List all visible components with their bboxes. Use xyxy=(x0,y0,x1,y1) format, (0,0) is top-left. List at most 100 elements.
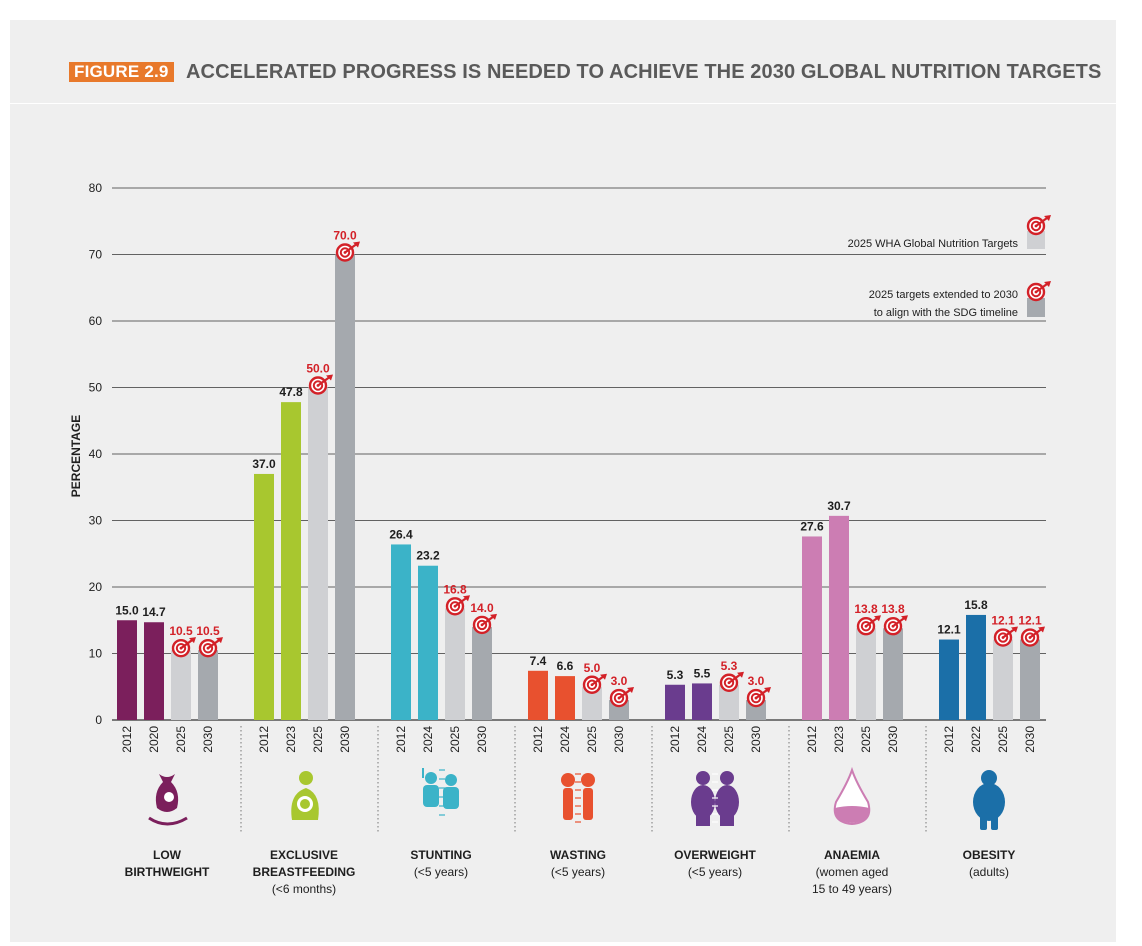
y-tick-label: 70 xyxy=(89,248,103,262)
bar-blood-drop-2023 xyxy=(829,515,849,720)
bar-obese-adult-2030 xyxy=(1020,639,1040,720)
target-icon xyxy=(609,687,634,708)
stunting-children-icon xyxy=(422,768,459,816)
category-label: BREASTFEEDING xyxy=(253,865,356,879)
category-label: LOW xyxy=(153,848,182,862)
bar-mother-hand-2012 xyxy=(117,620,137,720)
x-tick-label: 2012 xyxy=(668,726,682,753)
bar-breastfeeding-2025 xyxy=(308,387,328,720)
bar-blood-drop-2025 xyxy=(856,628,876,720)
data-label: 6.6 xyxy=(557,659,574,673)
bar-blood-drop-2030 xyxy=(883,628,903,720)
target-icon xyxy=(445,595,470,616)
legend-swatch-2030 xyxy=(1027,298,1045,317)
x-tick-label: 2012 xyxy=(120,726,134,753)
data-label: 27.6 xyxy=(800,519,824,533)
x-tick-label: 2012 xyxy=(394,726,408,753)
figure-header: FIGURE 2.9 ACCELERATED PROGRESS IS NEEDE… xyxy=(10,20,1116,104)
x-tick-label: 2012 xyxy=(942,726,956,753)
category-label: OVERWEIGHT xyxy=(674,848,756,862)
bar-overweight-children-2024 xyxy=(692,683,712,720)
value-labels: 2012 15.0 2020 14.7 2025 10.5 2030 10.5 2012 37.0… xyxy=(115,229,1045,753)
bar-blood-drop-2012 xyxy=(802,536,822,720)
target-icon xyxy=(883,615,908,636)
target-label: 13.8 xyxy=(854,602,878,616)
bar-wasting-children-2024 xyxy=(555,676,575,720)
category-label: BIRTHWEIGHT xyxy=(125,865,210,879)
bar-mother-hand-2025 xyxy=(171,650,191,720)
target-label: 5.0 xyxy=(584,661,601,675)
data-label: 14.7 xyxy=(142,605,166,619)
category-label: OBESITY xyxy=(963,848,1016,862)
legend-target-icon xyxy=(1026,281,1051,302)
target-label: 70.0 xyxy=(333,229,357,243)
x-tick-label: 2030 xyxy=(886,726,900,753)
category-label: STUNTING xyxy=(410,848,471,862)
x-tick-label: 2024 xyxy=(558,726,572,753)
target-icon xyxy=(308,374,333,395)
legend: 2025 WHA Global Nutrition Targets 2025 t… xyxy=(848,215,1051,319)
x-tick-label: 2024 xyxy=(695,726,709,753)
x-tick-label: 2025 xyxy=(174,726,188,753)
bar-stunting-children-2025 xyxy=(445,608,465,720)
target-label: 3.0 xyxy=(748,674,765,688)
x-tick-label: 2023 xyxy=(284,726,298,753)
data-label: 12.1 xyxy=(937,623,961,637)
x-tick-label: 2025 xyxy=(585,726,599,753)
bar-breastfeeding-2023 xyxy=(281,402,301,720)
y-tick-label: 30 xyxy=(89,514,103,528)
data-label: 30.7 xyxy=(827,499,851,513)
bar-breastfeeding-2030 xyxy=(335,254,355,720)
bars xyxy=(117,254,1040,720)
target-label: 50.0 xyxy=(306,362,330,376)
overweight-children-icon xyxy=(691,771,739,826)
data-label: 5.5 xyxy=(694,666,711,680)
x-tick-label: 2025 xyxy=(996,726,1010,753)
category-sublabel: (women aged xyxy=(816,865,889,879)
data-label: 15.0 xyxy=(115,603,139,617)
bar-stunting-children-2030 xyxy=(472,626,492,720)
x-tick-label: 2024 xyxy=(421,726,435,753)
target-label: 10.5 xyxy=(169,624,193,638)
target-label: 16.8 xyxy=(443,582,467,596)
y-tick-label: 20 xyxy=(89,580,103,594)
y-axis-label: PERCENTAGE xyxy=(69,415,83,497)
data-label: 15.8 xyxy=(964,598,988,612)
y-tick-label: 60 xyxy=(89,314,103,328)
x-tick-label: 2012 xyxy=(257,726,271,753)
figure-panel: FIGURE 2.9 ACCELERATED PROGRESS IS NEEDE… xyxy=(10,20,1116,942)
bar-obese-adult-2022 xyxy=(966,614,986,720)
x-tick-label: 2030 xyxy=(338,726,352,753)
bar-obese-adult-2012 xyxy=(939,639,959,720)
category-label: ANAEMIA xyxy=(824,848,880,862)
x-tick-label: 2025 xyxy=(722,726,736,753)
target-label: 14.0 xyxy=(470,601,494,615)
x-tick-label: 2030 xyxy=(1023,726,1037,753)
target-label: 5.3 xyxy=(721,659,738,673)
bar-mother-hand-2030 xyxy=(198,650,218,720)
x-tick-label: 2025 xyxy=(859,726,873,753)
target-icon xyxy=(582,673,607,694)
y-tick-label: 50 xyxy=(89,381,103,395)
target-icon xyxy=(472,613,497,635)
wasting-children-icon xyxy=(561,773,595,823)
bar-obese-adult-2025 xyxy=(993,639,1013,720)
y-tick-label: 0 xyxy=(95,713,102,727)
bar-mother-hand-2020 xyxy=(144,622,164,720)
legend-swatch-2025 xyxy=(1027,231,1045,249)
target-icon xyxy=(719,671,744,692)
y-tick-label: 80 xyxy=(89,181,103,195)
y-tick-label: 40 xyxy=(89,447,103,461)
x-tick-label: 2025 xyxy=(448,726,462,753)
bar-wasting-children-2025 xyxy=(582,686,602,720)
breastfeeding-icon xyxy=(291,771,319,820)
target-icon xyxy=(335,241,360,262)
target-icon xyxy=(198,637,223,658)
x-tick-label: 2030 xyxy=(612,726,626,753)
category-sublabel: (adults) xyxy=(969,865,1009,879)
x-tick-label: 2030 xyxy=(475,726,489,753)
target-label: 13.8 xyxy=(881,602,905,616)
data-label: 47.8 xyxy=(279,385,303,399)
category-labels: LOW BIRTHWEIGHT EXCLUSIVE BREASTFEEDING (<6 … xyxy=(125,848,1016,896)
